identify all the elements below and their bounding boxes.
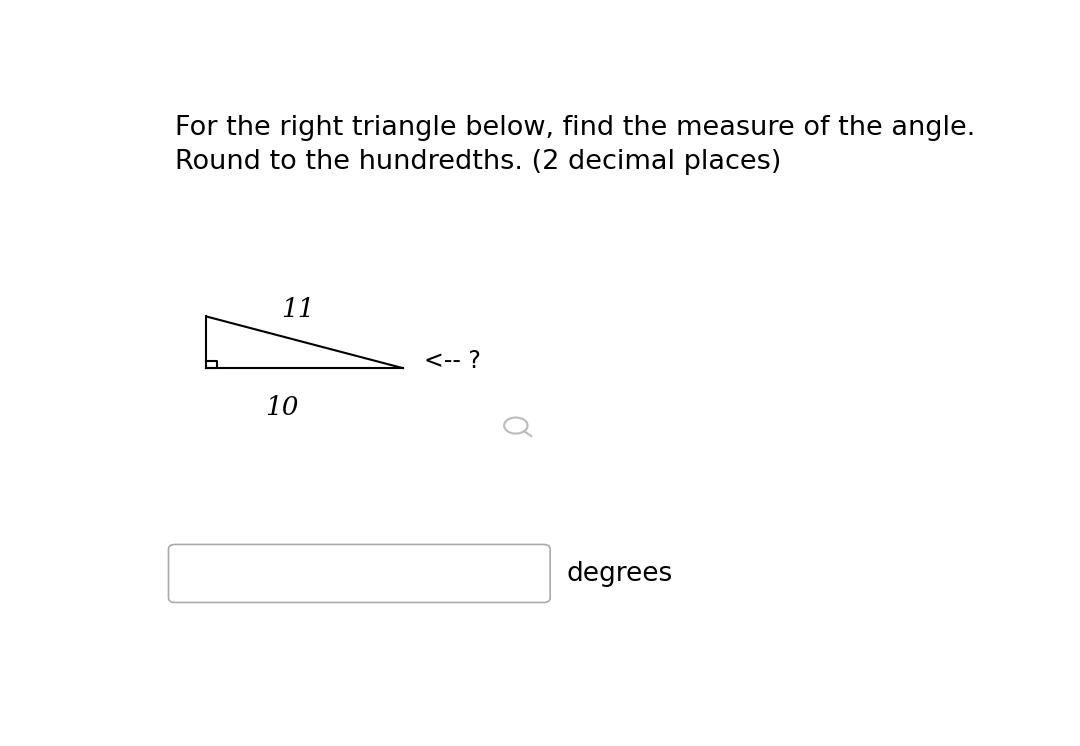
FancyBboxPatch shape (168, 545, 550, 603)
Text: <-- ?: <-- ? (423, 349, 481, 373)
Text: 11: 11 (282, 297, 315, 322)
Text: 10: 10 (265, 395, 298, 420)
Text: degrees: degrees (566, 561, 673, 587)
Text: For the right triangle below, find the measure of the angle.
Round to the hundre: For the right triangle below, find the m… (175, 116, 975, 175)
